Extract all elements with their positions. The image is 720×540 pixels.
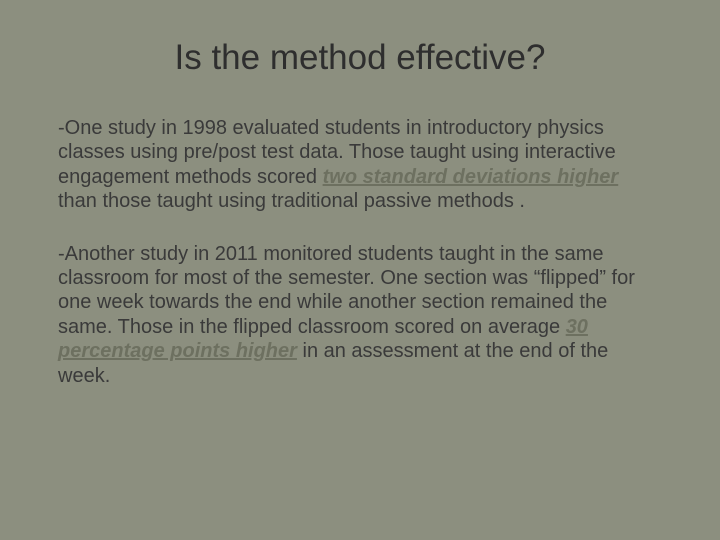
slide: Is the method effective? -One study in 1… (0, 0, 720, 540)
slide-title: Is the method effective? (98, 38, 622, 78)
para2-pre: -Another study in 2011 monitored student… (58, 243, 635, 338)
para1-post: than those taught using traditional pass… (58, 190, 525, 212)
paragraph-2: -Another study in 2011 monitored student… (58, 242, 662, 388)
paragraph-1: -One study in 1998 evaluated students in… (58, 116, 662, 214)
para1-emphasis: two standard deviations higher (323, 166, 619, 188)
